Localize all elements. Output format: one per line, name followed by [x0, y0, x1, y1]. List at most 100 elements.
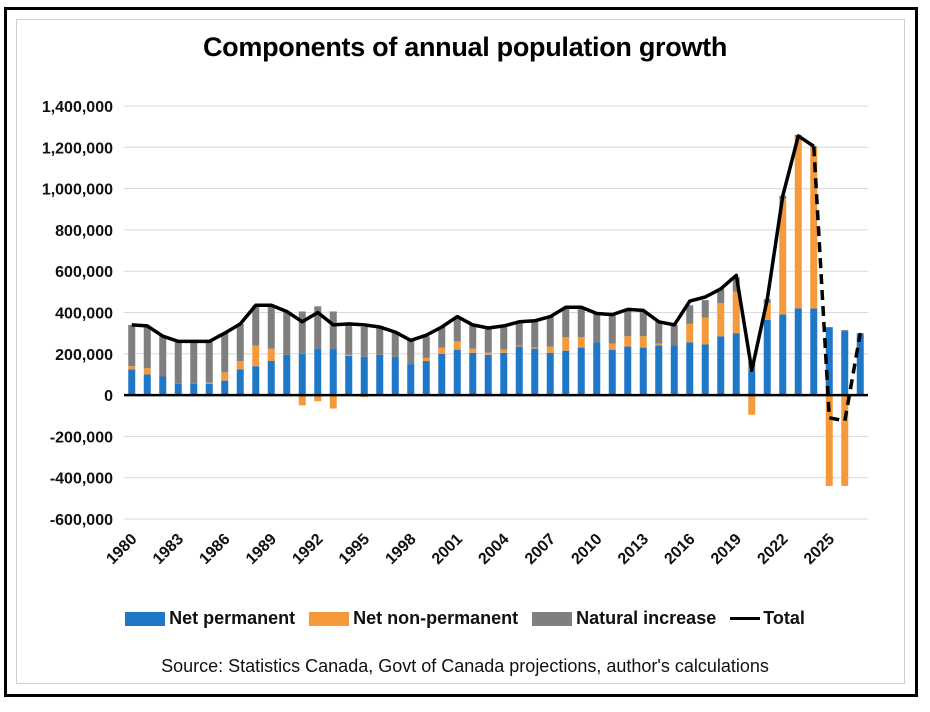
bar-net-non-permanent [546, 346, 554, 353]
y-tick-label: 1,200,000 [42, 140, 113, 157]
legend-swatch-total [730, 617, 761, 620]
bar-net-non-permanent [701, 317, 709, 345]
bar-net-non-permanent [267, 348, 275, 362]
bar-net-non-permanent [314, 395, 322, 402]
y-axis-ticks: 1,400,000 1,200,000 1,000,000 800,000 600,00… [42, 99, 113, 529]
bar-natural-increase [655, 321, 663, 344]
bar-net-non-permanent [732, 291, 740, 334]
bar-net-permanent [484, 354, 492, 396]
bar-net-permanent [298, 353, 306, 396]
bar-net-permanent [453, 349, 461, 396]
bar-net-permanent [345, 355, 353, 396]
bar-natural-increase [329, 311, 337, 349]
bar-natural-increase [236, 323, 244, 362]
total-line [131, 134, 863, 423]
bar-net-non-permanent [655, 343, 663, 346]
x-tick-label: 2004 [475, 531, 512, 568]
bar-net-non-permanent [825, 395, 833, 486]
bar-natural-increase [546, 316, 554, 347]
bar-natural-increase [453, 318, 461, 342]
bar-net-permanent [407, 364, 415, 396]
y-tick-label: 600,000 [55, 264, 113, 281]
y-tick-label: 800,000 [55, 223, 113, 240]
bar-net-permanent [546, 352, 554, 396]
bar-natural-increase [190, 341, 198, 384]
bar-net-permanent [469, 352, 477, 396]
bar-net-non-permanent [128, 366, 136, 370]
bar-net-permanent [267, 361, 275, 396]
bar-net-permanent [422, 361, 430, 396]
bar-net-permanent [810, 308, 818, 396]
source-note: Source: Statistics Canada, Govt of Canad… [161, 656, 769, 676]
bar-net-non-permanent [763, 303, 771, 320]
legend-swatch-natural-increase [532, 611, 573, 626]
bar-net-permanent [329, 348, 337, 396]
bar-natural-increase [717, 288, 725, 304]
bar-net-permanent [128, 369, 136, 396]
chart-frame [4, 7, 918, 697]
bar-net-permanent [639, 347, 647, 396]
x-tick-label: 2019 [708, 531, 745, 568]
x-tick-label: 2001 [429, 531, 466, 568]
bar-net-permanent [252, 366, 260, 396]
x-tick-label: 2016 [661, 531, 698, 568]
bar-natural-increase [422, 336, 430, 358]
bar-net-non-permanent [205, 382, 213, 384]
bar-natural-increase [825, 326, 833, 328]
bar-net-permanent [856, 334, 864, 396]
bar-net-permanent [221, 380, 229, 396]
x-tick-label: 2022 [754, 531, 791, 568]
bar-net-permanent [190, 383, 198, 396]
bar-net-permanent [314, 348, 322, 396]
bar-natural-increase [438, 326, 446, 348]
bar-natural-increase [515, 321, 523, 346]
bar-net-non-permanent [608, 343, 616, 350]
bar-net-non-permanent [577, 337, 585, 348]
bar-net-permanent [655, 345, 663, 396]
bar-net-non-permanent [422, 357, 430, 362]
bar-net-permanent [143, 374, 151, 396]
bar-net-permanent [670, 345, 678, 396]
x-tick-label: 2013 [615, 531, 652, 568]
bar-net-permanent [531, 348, 539, 396]
legend: Net permanent Net non-permanent Natural … [0, 608, 930, 629]
x-tick-label: 2010 [568, 531, 605, 568]
bar-natural-increase [469, 324, 477, 349]
bar-natural-increase [128, 324, 136, 367]
x-tick-label: 1980 [103, 531, 140, 568]
bar-net-permanent [515, 346, 523, 396]
y-tick-label: 400,000 [55, 306, 113, 323]
bar-net-non-permanent [500, 349, 508, 353]
bar-net-permanent [717, 336, 725, 396]
bar-net-non-permanent [236, 361, 244, 370]
x-tick-label: 1992 [289, 531, 326, 568]
bar-net-non-permanent [484, 352, 492, 355]
bar-net-non-permanent [515, 345, 523, 347]
bar-net-non-permanent [794, 136, 802, 309]
bar-net-non-permanent [531, 347, 539, 349]
y-tick-label: 0 [104, 388, 113, 405]
bar-natural-increase [360, 326, 368, 357]
bar-net-permanent [624, 346, 632, 396]
bar-net-non-permanent [345, 354, 353, 356]
bar-net-non-permanent [639, 336, 647, 348]
legend-label: Net permanent [169, 608, 296, 628]
gridlines [124, 105, 868, 520]
legend-item-net-permanent: Net permanent [125, 608, 295, 629]
bar-natural-increase [267, 305, 275, 349]
x-tick-label: 1989 [243, 531, 280, 568]
bar-natural-increase [391, 332, 399, 357]
bar-natural-increase [670, 324, 678, 346]
legend-label: Net non-permanent [353, 608, 519, 628]
bar-net-non-permanent [748, 395, 756, 415]
y-tick-label: -600,000 [50, 512, 113, 529]
bar-net-permanent [174, 383, 182, 396]
bar-net-non-permanent [841, 395, 849, 486]
bar-net-non-permanent [562, 337, 570, 351]
chart-frame-inner [16, 19, 905, 684]
total-line-actual [131, 134, 815, 373]
bar-net-permanent [283, 354, 291, 396]
x-tick-label: 2025 [801, 531, 838, 568]
bar-natural-increase [345, 323, 353, 355]
bar-net-non-permanent [717, 303, 725, 337]
